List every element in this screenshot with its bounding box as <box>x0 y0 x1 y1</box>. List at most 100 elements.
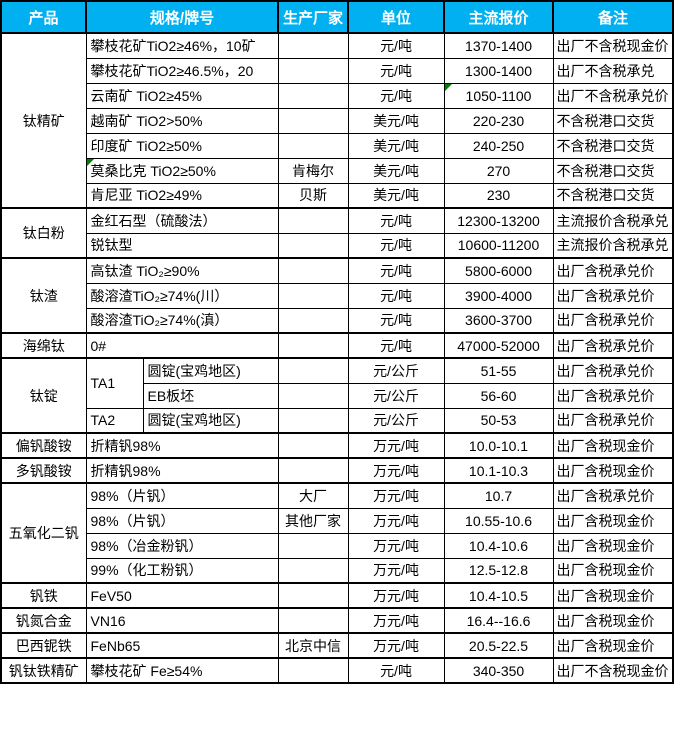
product-cell[interactable]: 钒铁 <box>0 582 87 609</box>
unit-cell[interactable]: 万元/吨 <box>347 582 445 609</box>
unit-cell[interactable]: 万元/吨 <box>347 507 445 534</box>
product-cell[interactable]: 多钒酸铵 <box>0 457 87 484</box>
spec-cell[interactable]: 莫桑比克 TiO2≥50% <box>85 157 279 184</box>
spec-cell[interactable]: 金红石型（硫酸法） <box>85 207 279 234</box>
note-cell[interactable]: 出厂含税承兑价 <box>552 257 674 284</box>
product-cell[interactable]: 钛锭 <box>0 357 87 434</box>
price-cell[interactable]: 47000-52000 <box>443 332 554 359</box>
spec-cell[interactable]: 酸溶渣TiO₂≥74%(滇） <box>85 307 279 334</box>
price-cell[interactable]: 1050-1100 <box>443 82 554 109</box>
factory-cell[interactable]: 其他厂家 <box>277 507 349 534</box>
note-cell[interactable]: 出厂含税现金价 <box>552 507 674 534</box>
factory-cell[interactable] <box>277 457 349 484</box>
spec-cell[interactable]: FeNb65 <box>85 632 279 659</box>
product-cell[interactable]: 钛精矿 <box>0 32 87 209</box>
note-cell[interactable]: 出厂含税现金价 <box>552 607 674 634</box>
note-cell[interactable]: 出厂含税承兑价 <box>552 307 674 334</box>
factory-cell[interactable] <box>277 582 349 609</box>
spec-cell[interactable]: 攀枝花矿TiO2≥46%，10矿 <box>85 32 279 59</box>
factory-cell[interactable] <box>277 32 349 59</box>
price-cell[interactable]: 50-53 <box>443 407 554 434</box>
unit-cell[interactable]: 元/公斤 <box>347 407 445 434</box>
column-header-price[interactable]: 主流报价 <box>443 0 555 34</box>
spec-cell[interactable]: 锐钛型 <box>85 232 279 259</box>
factory-cell[interactable] <box>277 132 349 159</box>
unit-cell[interactable]: 元/吨 <box>347 232 445 259</box>
price-cell[interactable]: 3900-4000 <box>443 282 554 309</box>
unit-cell[interactable]: 万元/吨 <box>347 532 445 559</box>
spec-cell[interactable]: 高钛渣 TiO₂≥90% <box>85 257 279 284</box>
price-cell[interactable]: 10.0-10.1 <box>443 432 554 459</box>
factory-cell[interactable]: 大厂 <box>277 482 349 509</box>
unit-cell[interactable]: 元/吨 <box>347 307 445 334</box>
note-cell[interactable]: 出厂含税承兑价 <box>552 482 674 509</box>
note-cell[interactable]: 出厂含税承兑价 <box>552 357 674 384</box>
factory-cell[interactable] <box>277 107 349 134</box>
spec-cell[interactable]: VN16 <box>85 607 279 634</box>
unit-cell[interactable]: 美元/吨 <box>347 182 445 209</box>
note-cell[interactable]: 不含税港口交货 <box>552 182 674 209</box>
factory-cell[interactable] <box>277 382 349 409</box>
price-cell[interactable]: 10.55-10.6 <box>443 507 554 534</box>
product-cell[interactable]: 钒钛铁精矿 <box>0 657 87 684</box>
price-cell[interactable]: 12.5-12.8 <box>443 557 554 584</box>
spec-cell[interactable]: 折精钒98% <box>85 457 279 484</box>
price-cell[interactable]: 1300-1400 <box>443 57 554 84</box>
factory-cell[interactable] <box>277 532 349 559</box>
price-cell[interactable]: 10.4-10.6 <box>443 532 554 559</box>
price-cell[interactable]: 10.7 <box>443 482 554 509</box>
unit-cell[interactable]: 万元/吨 <box>347 557 445 584</box>
factory-cell[interactable] <box>277 282 349 309</box>
price-cell[interactable]: 340-350 <box>443 657 554 684</box>
product-cell[interactable]: 海绵钛 <box>0 332 87 359</box>
factory-cell[interactable] <box>277 307 349 334</box>
column-header-spec[interactable]: 规格/牌号 <box>84 0 280 34</box>
factory-cell[interactable] <box>277 332 349 359</box>
factory-cell[interactable] <box>277 357 349 384</box>
spec-cell[interactable]: 折精钒98% <box>85 432 279 459</box>
product-cell[interactable]: 钛白粉 <box>0 207 87 259</box>
spec-cell[interactable]: 98%（片钒） <box>85 482 279 509</box>
note-cell[interactable]: 不含税港口交货 <box>552 132 674 159</box>
price-cell[interactable]: 12300-13200 <box>443 207 554 234</box>
price-cell[interactable]: 3600-3700 <box>443 307 554 334</box>
factory-cell[interactable] <box>277 607 349 634</box>
note-cell[interactable]: 出厂含税承兑价 <box>552 332 674 359</box>
unit-cell[interactable]: 元/公斤 <box>347 382 445 409</box>
unit-cell[interactable]: 元/吨 <box>347 57 445 84</box>
spec-cell[interactable]: 酸溶渣TiO₂≥74%(川） <box>85 282 279 309</box>
note-cell[interactable]: 不含税港口交货 <box>552 107 674 134</box>
product-cell[interactable]: 巴西铌铁 <box>0 632 87 659</box>
unit-cell[interactable]: 元/吨 <box>347 207 445 234</box>
spec-grade-cell[interactable]: TA2 <box>85 407 144 434</box>
factory-cell[interactable] <box>277 82 349 109</box>
note-cell[interactable]: 出厂含税承兑价 <box>552 407 674 434</box>
unit-cell[interactable]: 万元/吨 <box>347 482 445 509</box>
column-header-unit[interactable]: 单位 <box>347 0 446 34</box>
note-cell[interactable]: 出厂含税承兑价 <box>552 382 674 409</box>
product-cell[interactable]: 五氧化二钒 <box>0 482 87 584</box>
factory-cell[interactable]: 肯梅尔 <box>277 157 349 184</box>
factory-cell[interactable] <box>277 557 349 584</box>
note-cell[interactable]: 出厂含税现金价 <box>552 457 674 484</box>
spec-cell[interactable]: 99%（化工粉钒） <box>85 557 279 584</box>
factory-cell[interactable] <box>277 257 349 284</box>
note-cell[interactable]: 出厂含税现金价 <box>552 632 674 659</box>
spec-detail-cell[interactable]: 圆锭(宝鸡地区) <box>142 357 279 384</box>
spec-cell[interactable]: 越南矿 TiO2>50% <box>85 107 279 134</box>
unit-cell[interactable]: 元/吨 <box>347 82 445 109</box>
note-cell[interactable]: 主流报价含税承兑 <box>552 232 674 259</box>
product-cell[interactable]: 钒氮合金 <box>0 607 87 634</box>
column-header-note[interactable]: 备注 <box>552 0 675 34</box>
unit-cell[interactable]: 美元/吨 <box>347 157 445 184</box>
factory-cell[interactable] <box>277 57 349 84</box>
price-cell[interactable]: 56-60 <box>443 382 554 409</box>
unit-cell[interactable]: 万元/吨 <box>347 607 445 634</box>
note-cell[interactable]: 出厂含税现金价 <box>552 532 674 559</box>
note-cell[interactable]: 出厂不含税承兑价 <box>552 82 674 109</box>
spec-cell[interactable]: FeV50 <box>85 582 279 609</box>
price-cell[interactable]: 230 <box>443 182 554 209</box>
spec-grade-cell[interactable]: TA1 <box>85 357 144 409</box>
price-cell[interactable]: 240-250 <box>443 132 554 159</box>
spec-cell[interactable]: 98%（片钒） <box>85 507 279 534</box>
